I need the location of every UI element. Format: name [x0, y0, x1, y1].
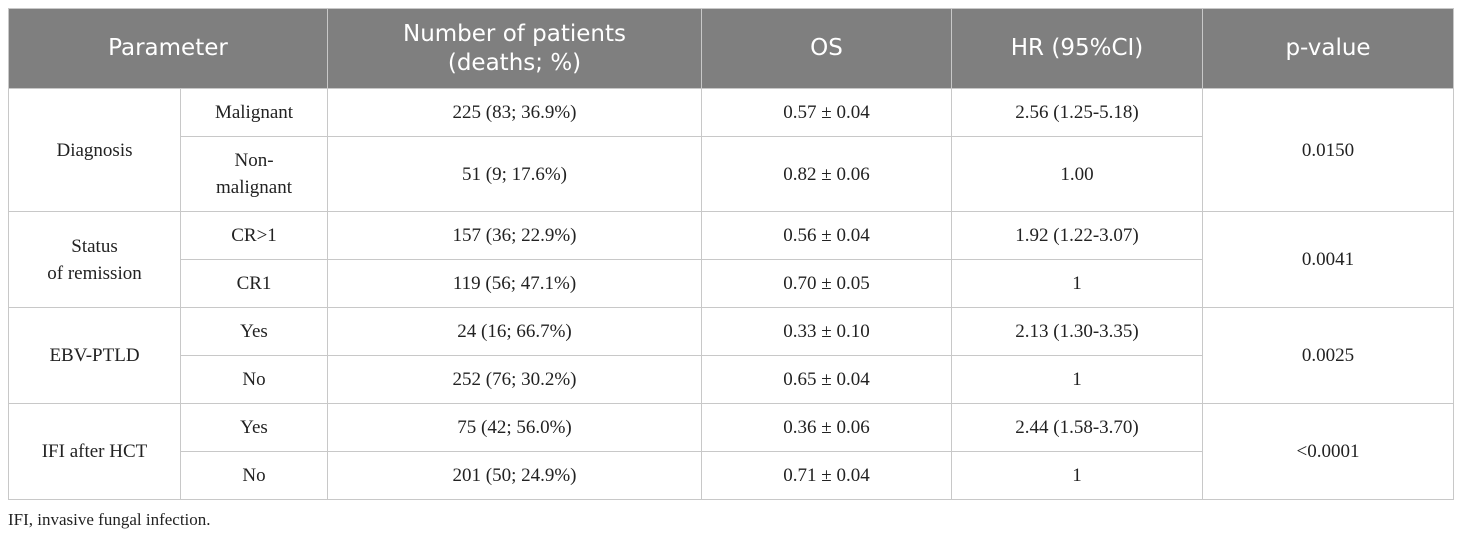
hr-cell: 1	[951, 451, 1204, 500]
os-cell: 0.56 ± 0.04	[701, 211, 953, 260]
survival-table: Parameter Number of patients (deaths; %)…	[7, 8, 1455, 500]
category-cell: Non- malignant	[179, 136, 329, 212]
hr-cell: 1.92 (1.22-3.07)	[951, 211, 1204, 260]
pvalue-cell: 0.0025	[1202, 307, 1455, 404]
category-cell: CR1	[179, 259, 329, 308]
parameter-cell-diagnosis: Diagnosis	[8, 88, 181, 212]
patients-cell: 252 (76; 30.2%)	[327, 355, 703, 404]
parameter-cell-status-of-remission: Status of remission	[8, 211, 181, 308]
table-row: No 201 (50; 24.9%) 0.71 ± 0.04 1	[9, 451, 1454, 500]
hr-cell: 1	[951, 259, 1204, 308]
header-row: Parameter Number of patients (deaths; %)…	[7, 8, 1455, 89]
header-hr: HR (95%CI)	[951, 8, 1204, 89]
hr-cell: 2.13 (1.30-3.35)	[951, 307, 1204, 356]
table-row: Status of remission CR>1 157 (36; 22.9%)…	[8, 211, 1455, 308]
os-cell: 0.82 ± 0.06	[701, 136, 953, 212]
table-body: Diagnosis Malignant 225 (83; 36.9%) 0.57…	[8, 88, 1455, 500]
hr-cell: 2.44 (1.58-3.70)	[951, 403, 1204, 452]
category-line1: Non-	[234, 150, 274, 171]
os-cell: 0.36 ± 0.06	[701, 403, 953, 452]
patients-cell: 157 (36; 22.9%)	[327, 211, 703, 260]
patients-cell: 75 (42; 56.0%)	[327, 403, 703, 452]
table-row: Diagnosis Malignant 225 (83; 36.9%) 0.57…	[8, 88, 1455, 212]
category-cell: Malignant	[179, 88, 329, 137]
header-patients-line2: (deaths; %)	[447, 49, 582, 76]
pvalue-cell: 0.0150	[1202, 88, 1455, 212]
os-cell: 0.70 ± 0.05	[701, 259, 953, 308]
os-cell: 0.71 ± 0.04	[701, 451, 953, 500]
parameter-line2: of remission	[47, 262, 142, 284]
hr-cell: 1.00	[951, 136, 1204, 212]
table-row: Non- malignant 51 (9; 17.6%) 0.82 ± 0.06…	[9, 136, 1454, 212]
header-pvalue: p-value	[1202, 8, 1455, 89]
header-patients-line1: Number of patients	[403, 20, 627, 47]
hr-cell: 1	[951, 355, 1204, 404]
header-os: OS	[701, 8, 953, 89]
category-line2: malignant	[216, 177, 292, 198]
header-patients: Number of patients (deaths; %)	[327, 8, 703, 89]
parameter-line1: Status	[71, 235, 118, 257]
category-cell: Yes	[179, 403, 329, 452]
patients-cell: 24 (16; 66.7%)	[327, 307, 703, 356]
table-row: EBV-PTLD Yes 24 (16; 66.7%) 0.33 ± 0.10 …	[8, 307, 1455, 404]
pvalue-cell: <0.0001	[1202, 403, 1455, 500]
patients-cell: 201 (50; 24.9%)	[327, 451, 703, 500]
os-cell: 0.33 ± 0.10	[701, 307, 953, 356]
patients-cell: 119 (56; 47.1%)	[327, 259, 703, 308]
table-footnote: IFI, invasive fungal infection.	[8, 510, 211, 529]
table-row: IFI after HCT Yes 75 (42; 56.0%) 0.36 ± …	[8, 403, 1455, 500]
patients-cell: 225 (83; 36.9%)	[327, 88, 703, 137]
category-cell: No	[179, 355, 329, 404]
category-cell: Yes	[179, 307, 329, 356]
category-cell: CR>1	[179, 211, 329, 260]
table-header: Parameter Number of patients (deaths; %)…	[7, 8, 1455, 89]
pvalue-cell: 0.0041	[1202, 211, 1455, 308]
header-parameter: Parameter	[7, 8, 329, 89]
os-cell: 0.65 ± 0.04	[701, 355, 953, 404]
category-cell: No	[179, 451, 329, 500]
parameter-cell-ebv-ptld: EBV-PTLD	[8, 307, 181, 404]
os-cell: 0.57 ± 0.04	[701, 88, 953, 137]
patients-cell: 51 (9; 17.6%)	[327, 136, 703, 212]
hr-cell: 2.56 (1.25-5.18)	[951, 88, 1204, 137]
parameter-cell-ifi-after-hct: IFI after HCT	[8, 403, 181, 500]
